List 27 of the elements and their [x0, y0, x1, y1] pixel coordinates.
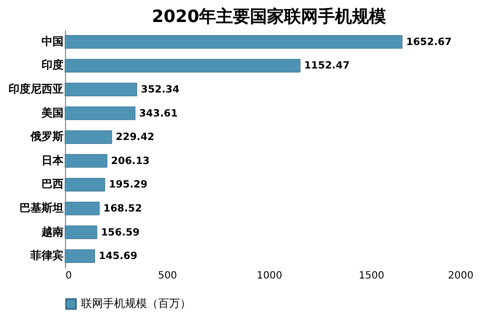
x-tick-label: 1500 [358, 270, 384, 282]
data-label: 206.13 [111, 156, 150, 167]
data-label: 156.59 [100, 227, 140, 238]
y-tick-label: 巴基斯坦 [20, 202, 64, 214]
y-tick-label: 美国 [40, 106, 64, 120]
data-label: 352.34 [140, 84, 180, 96]
data-label: 168.52 [103, 204, 142, 214]
data-label: 343.61 [139, 108, 178, 120]
y-tick-label: 日本 [42, 154, 64, 167]
y-tick-label: 越南 [40, 225, 64, 238]
x-tick-label: 500 [158, 270, 178, 282]
y-tick-label: 菲律宾 [30, 249, 64, 262]
data-label: 1652.67 [406, 36, 452, 48]
y-tick-label: 俄罗斯 [30, 130, 64, 144]
data-label: 1152.47 [304, 60, 350, 72]
x-tick-label: 0 [66, 270, 72, 282]
y-tick-label: 印度 [42, 58, 64, 72]
chart-title: 2020年主要国家联网手机规模 [152, 7, 386, 27]
y-tick-label: 巴西 [42, 178, 64, 191]
data-label: 145.69 [98, 251, 138, 262]
y-tick-label: 中国 [42, 34, 64, 48]
data-label: 229.42 [116, 132, 154, 144]
x-tick-label: 1000 [256, 270, 282, 282]
x-tick-label: 2000 [448, 270, 474, 282]
legend-label: 联网手机规模（百万） [81, 297, 191, 310]
data-label: 195.29 [108, 180, 148, 191]
y-tick-label: 印度尼西亚 [8, 82, 64, 96]
